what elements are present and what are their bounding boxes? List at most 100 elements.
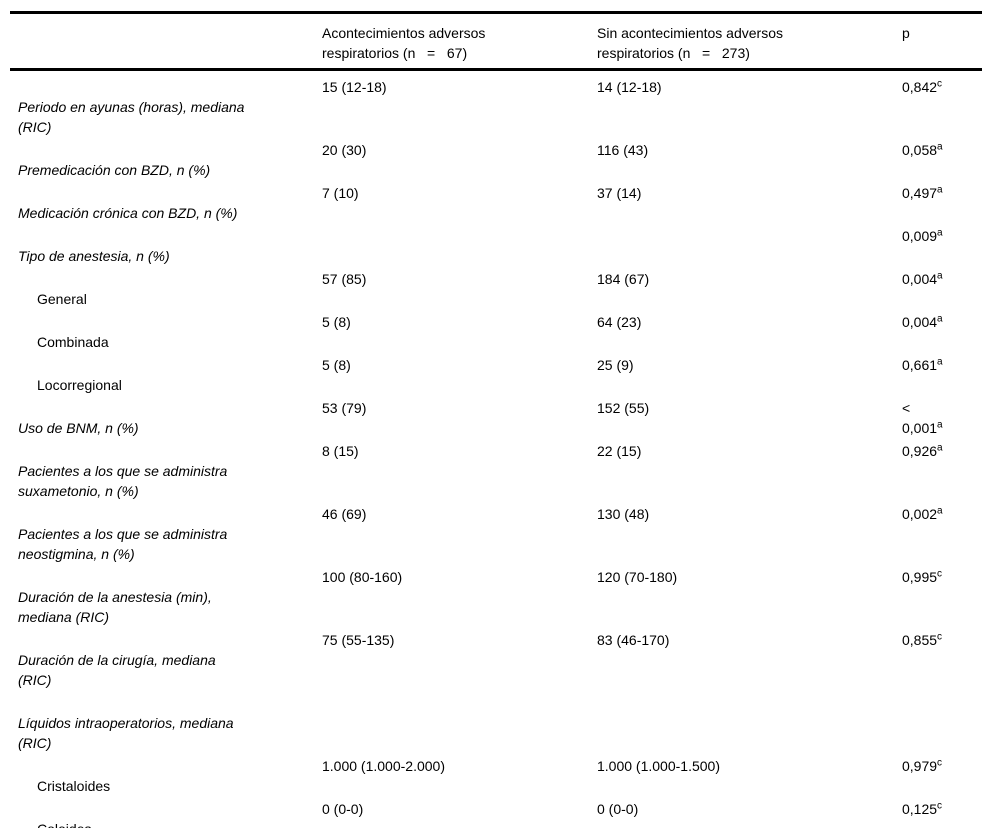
table-row: Premedicación con BZD, n (%) 20 (30) 116… bbox=[10, 139, 982, 182]
p-value: 0,004 bbox=[902, 271, 938, 287]
p-superscript: a bbox=[937, 356, 943, 368]
p-value-cell: 0,855c bbox=[902, 629, 982, 692]
row-label: Pacientes a los que se administra neosti… bbox=[18, 526, 228, 562]
p-value-cell: 0,004a bbox=[902, 268, 982, 311]
header-empty-cell bbox=[10, 12, 322, 71]
table-body: Periodo en ayunas (horas), mediana (RIC)… bbox=[10, 70, 982, 828]
table-row: Tipo de anestesia, n (%) 0,009a bbox=[10, 225, 982, 268]
p-superscript: a bbox=[937, 227, 943, 239]
row-label: Tipo de anestesia, n (%) bbox=[18, 248, 170, 264]
no-adverse-group-value-cell: 184 (67) bbox=[597, 271, 650, 287]
p-value-cell: < 0,001a bbox=[902, 397, 982, 440]
adverse-group-value-cell: 75 (55-135) bbox=[322, 632, 395, 648]
row-label-cell: Líquidos intraoperatorios, mediana (RIC) bbox=[10, 692, 322, 755]
p-superscript: a bbox=[937, 313, 943, 325]
row-label: Duración de la anestesia (min), mediana … bbox=[18, 589, 212, 625]
p-value: 0,855 bbox=[902, 632, 938, 648]
p-value-cell: 0,926a bbox=[902, 440, 982, 503]
no-adverse-group-value-cell: 64 (23) bbox=[597, 314, 642, 330]
no-adverse-group-value-cell: 22 (15) bbox=[597, 443, 642, 459]
adverse-group-value-cell: 57 (85) bbox=[322, 271, 367, 287]
no-adverse-group-value-cell: 120 (70-180) bbox=[597, 569, 678, 585]
row-label-cell: Cristaloides bbox=[10, 755, 322, 798]
row-label-cell: Periodo en ayunas (horas), mediana (RIC) bbox=[10, 70, 322, 139]
p-value-cell bbox=[902, 692, 982, 755]
no-adverse-group-value-cell bbox=[597, 225, 902, 268]
row-label: Premedicación con BZD, n (%) bbox=[18, 162, 211, 178]
adverse-group-value-cell: 20 (30) bbox=[322, 142, 367, 158]
p-superscript: a bbox=[937, 442, 943, 454]
p-superscript: a bbox=[937, 419, 943, 431]
no-adverse-group-value-cell: 1.000 (1.000-1.500) bbox=[597, 758, 720, 774]
no-adverse-group-value-cell: 83 (46-170) bbox=[597, 632, 670, 648]
row-label: Medicación crónica con BZD, n (%) bbox=[18, 205, 238, 221]
row-label-cell: Medicación crónica con BZD, n (%) bbox=[10, 182, 322, 225]
row-label: Uso de BNM, n (%) bbox=[18, 420, 139, 436]
p-value: 0,009 bbox=[902, 228, 938, 244]
p-value: < 0,001 bbox=[902, 400, 938, 436]
no-adverse-group-value-cell: 130 (48) bbox=[597, 506, 650, 522]
row-label: Cristaloides bbox=[37, 778, 111, 794]
p-value: 0,979 bbox=[902, 758, 938, 774]
table-row: Coloides 0 (0-0) 0 (0-0) 0,125c bbox=[10, 798, 982, 828]
adverse-group-value-cell: 100 (80-160) bbox=[322, 569, 403, 585]
p-value-cell: 0,497a bbox=[902, 182, 982, 225]
adverse-group-value-cell: 1.000 (1.000-2.000) bbox=[322, 758, 445, 774]
p-value-cell: 0,979c bbox=[902, 755, 982, 798]
p-value: 0,058 bbox=[902, 142, 938, 158]
row-label: Pacientes a los que se administra suxame… bbox=[18, 463, 228, 499]
no-adverse-group-value-cell: 25 (9) bbox=[597, 357, 634, 373]
p-value: 0,661 bbox=[902, 357, 938, 373]
p-superscript: a bbox=[937, 270, 943, 282]
table-row: Pacientes a los que se administra suxame… bbox=[10, 440, 982, 503]
p-superscript: c bbox=[937, 568, 943, 580]
table-row: Medicación crónica con BZD, n (%) 7 (10)… bbox=[10, 182, 982, 225]
no-adverse-group-value-cell: 0 (0-0) bbox=[597, 801, 639, 817]
row-label-cell: Duración de la cirugía, mediana (RIC) bbox=[10, 629, 322, 692]
p-superscript: c bbox=[937, 78, 943, 90]
table-row: Cristaloides 1.000 (1.000-2.000) 1.000 (… bbox=[10, 755, 982, 798]
row-label: Periodo en ayunas (horas), mediana (RIC) bbox=[18, 99, 245, 135]
header-no-adverse-group: Sin acontecimientos adversos respiratori… bbox=[597, 12, 902, 71]
p-value-cell: 0,995c bbox=[902, 566, 982, 629]
table-row: Duración de la cirugía, mediana (RIC) 75… bbox=[10, 629, 982, 692]
adverse-group-value-cell bbox=[322, 225, 597, 268]
adverse-group-value-cell: 5 (8) bbox=[322, 314, 351, 330]
table-row: Pacientes a los que se administra neosti… bbox=[10, 503, 982, 566]
row-label: Combinada bbox=[37, 334, 109, 350]
row-label-cell: Duración de la anestesia (min), mediana … bbox=[10, 566, 322, 629]
adverse-group-value-cell: 53 (79) bbox=[322, 400, 367, 416]
adverse-group-value-cell: 15 (12-18) bbox=[322, 79, 387, 95]
p-superscript: a bbox=[937, 505, 943, 517]
p-superscript: a bbox=[937, 184, 943, 196]
table-header: Acontecimientos adversos respiratorios (… bbox=[10, 12, 982, 71]
row-label-cell: Locorregional bbox=[10, 354, 322, 397]
p-superscript: c bbox=[937, 757, 943, 769]
no-adverse-group-value-cell: 37 (14) bbox=[597, 185, 642, 201]
adverse-group-value-cell: 0 (0-0) bbox=[322, 801, 364, 817]
row-label-cell: Coloides bbox=[10, 798, 322, 828]
adverse-group-value-cell bbox=[322, 692, 597, 755]
no-adverse-group-value-cell: 152 (55) bbox=[597, 400, 650, 416]
row-label: General bbox=[37, 291, 87, 307]
table-row: Líquidos intraoperatorios, mediana (RIC) bbox=[10, 692, 982, 755]
row-label-cell: Pacientes a los que se administra neosti… bbox=[10, 503, 322, 566]
p-value-cell: 0,842c bbox=[902, 70, 982, 139]
row-label-cell: General bbox=[10, 268, 322, 311]
no-adverse-group-value-cell bbox=[597, 692, 902, 755]
row-label-cell: Premedicación con BZD, n (%) bbox=[10, 139, 322, 182]
p-value-cell: 0,004a bbox=[902, 311, 982, 354]
p-value-cell: 0,002a bbox=[902, 503, 982, 566]
p-value: 0,002 bbox=[902, 506, 938, 522]
no-adverse-group-value-cell: 116 (43) bbox=[597, 142, 649, 158]
adverse-group-value-cell: 5 (8) bbox=[322, 357, 351, 373]
p-value: 0,926 bbox=[902, 443, 938, 459]
row-label-cell: Tipo de anestesia, n (%) bbox=[10, 225, 322, 268]
p-superscript: c bbox=[937, 800, 943, 812]
table-row: Locorregional 5 (8) 25 (9) 0,661a bbox=[10, 354, 982, 397]
no-adverse-group-value-cell: 14 (12-18) bbox=[597, 79, 662, 95]
header-adverse-group: Acontecimientos adversos respiratorios (… bbox=[322, 12, 597, 71]
header-row: Acontecimientos adversos respiratorios (… bbox=[10, 12, 982, 71]
p-value: 0,842 bbox=[902, 79, 938, 95]
table-row: Combinada 5 (8) 64 (23) 0,004a bbox=[10, 311, 982, 354]
